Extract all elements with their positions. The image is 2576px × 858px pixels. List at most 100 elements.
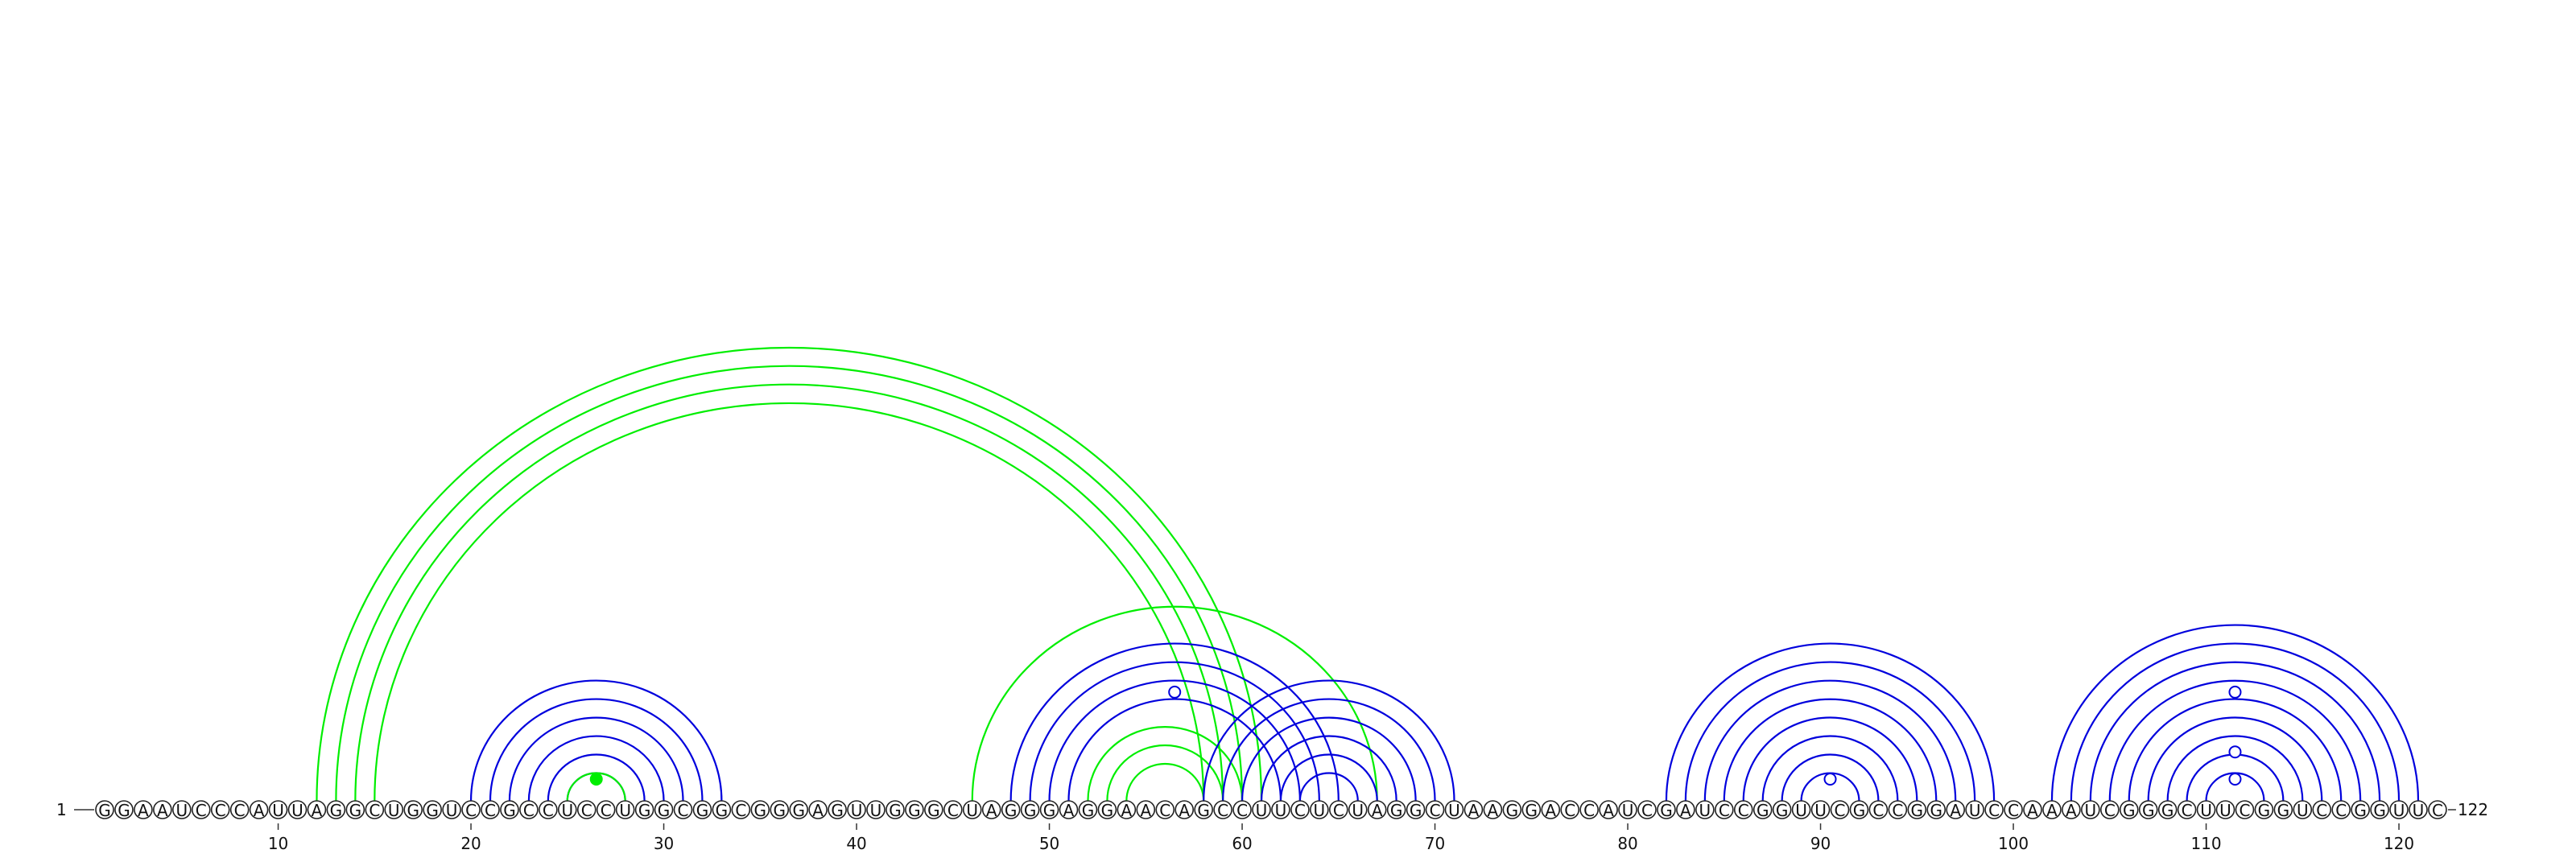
nucleotide-75: G (1522, 801, 1540, 820)
nucleotide-38: A (809, 801, 827, 820)
nucleotide-letter: C (1294, 801, 1306, 820)
nucleotide-113: G (2255, 801, 2273, 820)
nucleotide-letter: G (1911, 801, 1924, 820)
nucleotide-19: U (443, 801, 460, 820)
arc-blue-49-64 (1030, 662, 1319, 801)
nucleotide-112: C (2235, 801, 2253, 820)
nucleotide-96: G (1927, 801, 1945, 820)
nucleotide-60: C (1233, 801, 1251, 820)
tick-label-110: 110 (2190, 834, 2221, 853)
tick-label-20: 20 (460, 834, 481, 853)
nucleotide-letter: U (870, 801, 882, 820)
arc-blue-21-32 (490, 699, 702, 801)
nucleotide-120: U (2390, 801, 2408, 820)
nucleotide-118: G (2351, 801, 2369, 820)
nucleotide-98: U (1966, 801, 1984, 820)
nucleotide-106: G (2120, 801, 2138, 820)
nucleotide-letter: U (2413, 801, 2425, 820)
nucleotide-letter: C (2432, 801, 2443, 820)
arc-blue-63-66 (1300, 773, 1358, 801)
arc-blue-51-62 (1069, 699, 1281, 801)
nucleotide-90: U (1812, 801, 1830, 820)
nucleotide-104: U (2082, 801, 2099, 820)
nucleotide-letter: C (1333, 801, 1344, 820)
arc-blue-22-31 (510, 718, 683, 801)
nucleotide-letter: U (2297, 801, 2309, 820)
axis-ticks: 10 20 30 40 50 60 70 80 90 100 110 120 (268, 823, 2414, 853)
nucleotide-52: G (1079, 801, 1096, 820)
nucleotide-32: G (693, 801, 711, 820)
arc-green-53-59 (1107, 745, 1223, 801)
nucleotide-letter: A (2046, 801, 2058, 820)
nucleotide-letter: U (446, 801, 458, 820)
nucleotide-letter: G (1410, 801, 1422, 820)
nucleotide-74: G (1503, 801, 1521, 820)
nucleotide-4: A (154, 801, 171, 820)
nucleotide-letter: A (2027, 801, 2038, 820)
nucleotide-37: G (790, 801, 807, 820)
nucleotide-14: G (346, 801, 364, 820)
nucleotide-41: U (867, 801, 885, 820)
nucleotide-letter: U (1314, 801, 1326, 820)
nucleotide-1: G (96, 801, 114, 820)
nucleotide-letter: C (1564, 801, 1575, 820)
nucleotide-62: U (1272, 801, 1290, 820)
nucleotide-letter: C (947, 801, 959, 820)
arc-green-12-61 (316, 348, 1261, 801)
tick-label-50: 50 (1039, 834, 1059, 853)
nucleotide-50: G (1041, 801, 1059, 820)
nucleotide-117: C (2332, 801, 2350, 820)
nucleotide-letter: G (118, 801, 130, 820)
nucleotide-letter: U (1814, 801, 1827, 820)
nucleotide-letter: G (638, 801, 651, 820)
nucleotide-letter: C (2104, 801, 2116, 820)
nucleotide-letter: G (792, 801, 805, 820)
nucleotide-letter: G (349, 801, 362, 820)
nucleotide-51: A (1060, 801, 1078, 820)
nucleotide-letter: A (1468, 801, 1480, 820)
nucleotide-letter: C (2008, 801, 2019, 820)
nucleotide-17: G (404, 801, 422, 820)
end-label: 122 (2458, 800, 2488, 819)
nucleotide-122: C (2429, 801, 2446, 820)
nucleotide-6: C (192, 801, 210, 820)
nucleotide-44: G (925, 801, 943, 820)
nucleotide-letter: C (1217, 801, 1228, 820)
nucleotide-letter: G (1043, 801, 1056, 820)
nucleotide-78: C (1580, 801, 1598, 820)
nucleotide-letter: A (1545, 801, 1556, 820)
nucleotide-49: G (1022, 801, 1039, 820)
nucleotide-64: U (1311, 801, 1328, 820)
nucleotide-93: C (1869, 801, 1887, 820)
nucleotide-47: A (983, 801, 1001, 820)
nucleotide-116: C (2313, 801, 2330, 820)
nucleotide-87: G (1754, 801, 1772, 820)
nucleotide-letter: C (1583, 801, 1595, 820)
nucleotide-59: C (1214, 801, 1232, 820)
nucleotide-letter: A (1950, 801, 1961, 820)
nucleotide-letter: G (330, 801, 343, 820)
tick-label-40: 40 (846, 834, 866, 853)
nucleotide-13: G (327, 801, 345, 820)
nucleotide-letter: C (678, 801, 689, 820)
pair-marker-2 (1169, 687, 1180, 698)
nucleotide-letter: A (312, 801, 323, 820)
nucleotide-letter: U (1622, 801, 1634, 820)
nucleotide-48: G (1002, 801, 1020, 820)
nucleotide-letter: A (986, 801, 997, 820)
nucleotide-27: C (597, 801, 615, 820)
arc-green-15-58 (374, 403, 1203, 801)
nucleotide-letter: U (2200, 801, 2212, 820)
nucleotide-34: C (732, 801, 749, 820)
nucleotide-letter: A (812, 801, 824, 820)
nucleotide-letter: C (2335, 801, 2347, 820)
nucleotide-56: C (1156, 801, 1174, 820)
nucleotide-letter: G (2123, 801, 2136, 820)
arc-blue-85-96 (1724, 699, 1936, 801)
nucleotide-letter: A (1603, 801, 1614, 820)
nucleotide-letter: G (831, 801, 844, 820)
nucleotide-letter: C (485, 801, 496, 820)
nucleotide-83: A (1677, 801, 1695, 820)
nucleotide-7: C (212, 801, 229, 820)
